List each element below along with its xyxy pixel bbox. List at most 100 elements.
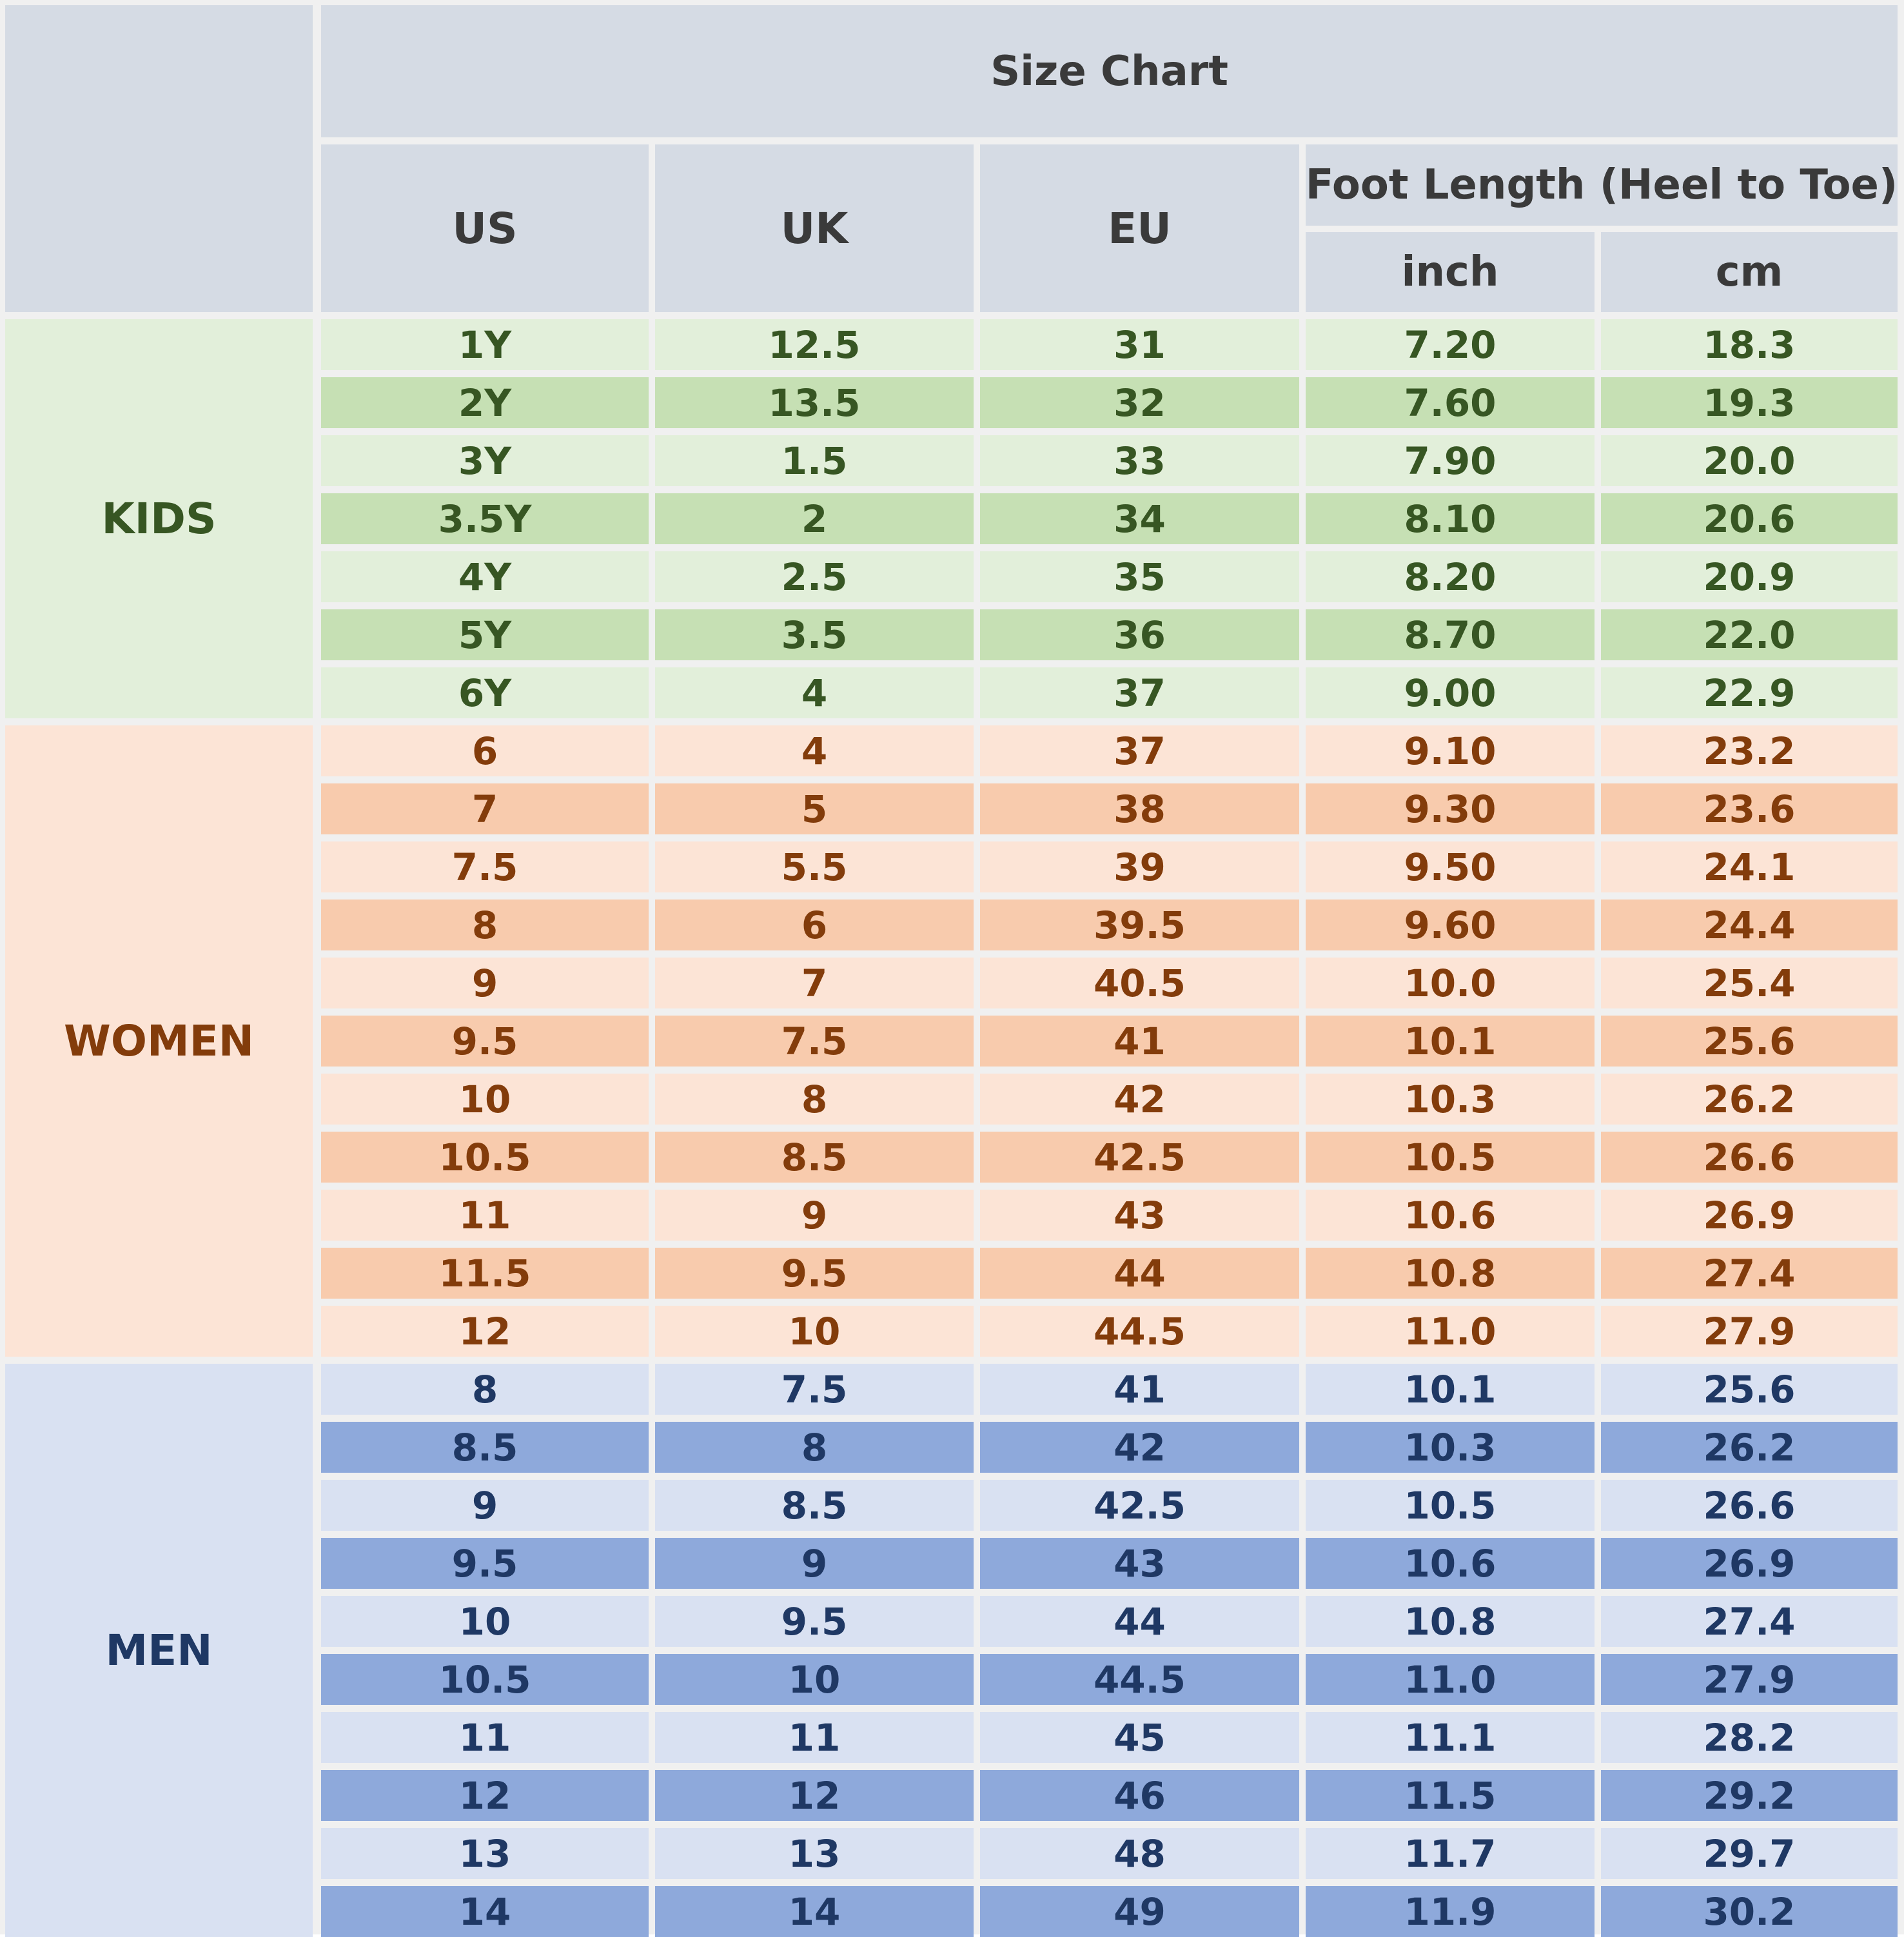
table-cell-inch: 10.8 (1306, 1596, 1595, 1647)
table-cell-cm: 20.0 (1601, 435, 1898, 486)
table-cell-inch: 10.1 (1306, 1016, 1595, 1067)
table-cell-eu: 31 (980, 319, 1299, 370)
table-cell-eu: 44.5 (980, 1306, 1299, 1357)
table-cell-uk: 5.5 (655, 841, 974, 892)
table-cell-us: 11 (321, 1190, 649, 1241)
chart-title: Size Chart (321, 5, 1898, 137)
table-cell-uk: 10 (655, 1306, 974, 1357)
table-cell-uk: 5 (655, 783, 974, 834)
table-cell-cm: 23.6 (1601, 783, 1898, 834)
table-cell-uk: 4 (655, 667, 974, 718)
table-cell-inch: 11.0 (1306, 1654, 1595, 1705)
unit-header-inch: inch (1306, 232, 1595, 312)
table-cell-eu: 41 (980, 1016, 1299, 1067)
table-cell-inch: 9.30 (1306, 783, 1595, 834)
table-cell-inch: 10.6 (1306, 1538, 1595, 1589)
table-cell-eu: 34 (980, 493, 1299, 544)
foot-length-header: Foot Length (Heel to Toe) (1306, 144, 1898, 226)
table-cell-us: 9.5 (321, 1538, 649, 1589)
table-cell-us: 7 (321, 783, 649, 834)
table-cell-cm: 27.9 (1601, 1306, 1898, 1357)
table-cell-inch: 10.5 (1306, 1132, 1595, 1183)
table-cell-inch: 9.60 (1306, 900, 1595, 950)
header-corner (5, 5, 313, 312)
table-cell-inch: 11.0 (1306, 1306, 1595, 1357)
table-cell-cm: 22.0 (1601, 609, 1898, 660)
table-cell-cm: 26.2 (1601, 1422, 1898, 1473)
kids-category-cell: KIDS (5, 319, 313, 718)
table-cell-uk: 1.5 (655, 435, 974, 486)
table-cell-cm: 26.2 (1601, 1074, 1898, 1125)
table-cell-inch: 10.0 (1306, 958, 1595, 1008)
table-cell-eu: 45 (980, 1712, 1299, 1763)
table-cell-inch: 11.5 (1306, 1770, 1595, 1821)
table-cell-cm: 29.2 (1601, 1770, 1898, 1821)
table-cell-cm: 27.9 (1601, 1654, 1898, 1705)
table-cell-uk: 2.5 (655, 551, 974, 602)
unit-header-cm: cm (1601, 232, 1898, 312)
table-cell-cm: 20.6 (1601, 493, 1898, 544)
table-cell-us: 12 (321, 1770, 649, 1821)
table-cell-uk: 13.5 (655, 377, 974, 428)
table-cell-cm: 28.2 (1601, 1712, 1898, 1763)
table-cell-cm: 19.3 (1601, 377, 1898, 428)
table-cell-cm: 26.6 (1601, 1480, 1898, 1531)
table-cell-uk: 8.5 (655, 1132, 974, 1183)
column-header-us: US (321, 144, 649, 312)
table-cell-us: 14 (321, 1886, 649, 1937)
table-cell-uk: 3.5 (655, 609, 974, 660)
table-cell-us: 4Y (321, 551, 649, 602)
table-cell-eu: 37 (980, 725, 1299, 776)
table-cell-inch: 9.10 (1306, 725, 1595, 776)
table-cell-eu: 39.5 (980, 900, 1299, 950)
table-cell-us: 11 (321, 1712, 649, 1763)
table-cell-cm: 30.2 (1601, 1886, 1898, 1937)
table-cell-inch: 9.50 (1306, 841, 1595, 892)
table-cell-inch: 10.1 (1306, 1364, 1595, 1415)
table-cell-inch: 10.6 (1306, 1190, 1595, 1241)
table-cell-us: 10.5 (321, 1132, 649, 1183)
table-cell-eu: 49 (980, 1886, 1299, 1937)
table-cell-us: 6 (321, 725, 649, 776)
table-cell-us: 9 (321, 1480, 649, 1531)
table-cell-uk: 8 (655, 1074, 974, 1125)
table-cell-uk: 11 (655, 1712, 974, 1763)
table-cell-cm: 24.4 (1601, 900, 1898, 950)
table-cell-inch: 10.5 (1306, 1480, 1595, 1531)
table-cell-uk: 4 (655, 725, 974, 776)
kids-category-label: KIDS (101, 494, 217, 544)
table-cell-uk: 9 (655, 1538, 974, 1589)
table-cell-uk: 12.5 (655, 319, 974, 370)
table-cell-uk: 8 (655, 1422, 974, 1473)
table-cell-us: 8.5 (321, 1422, 649, 1473)
table-cell-eu: 32 (980, 377, 1299, 428)
table-cell-inch: 11.7 (1306, 1828, 1595, 1879)
men-category-label: MEN (105, 1626, 213, 1675)
table-cell-us: 7.5 (321, 841, 649, 892)
table-cell-uk: 2 (655, 493, 974, 544)
table-cell-us: 10 (321, 1596, 649, 1647)
table-cell-eu: 42 (980, 1422, 1299, 1473)
table-cell-eu: 36 (980, 609, 1299, 660)
table-cell-us: 3.5Y (321, 493, 649, 544)
table-cell-eu: 40.5 (980, 958, 1299, 1008)
table-cell-inch: 7.60 (1306, 377, 1595, 428)
table-cell-cm: 25.4 (1601, 958, 1898, 1008)
table-cell-us: 2Y (321, 377, 649, 428)
table-cell-us: 8 (321, 900, 649, 950)
table-cell-us: 6Y (321, 667, 649, 718)
table-cell-inch: 7.90 (1306, 435, 1595, 486)
table-cell-uk: 12 (655, 1770, 974, 1821)
table-cell-cm: 20.9 (1601, 551, 1898, 602)
table-cell-cm: 27.4 (1601, 1248, 1898, 1299)
table-cell-cm: 25.6 (1601, 1016, 1898, 1067)
table-cell-uk: 7.5 (655, 1016, 974, 1067)
table-cell-cm: 23.2 (1601, 725, 1898, 776)
table-cell-inch: 8.70 (1306, 609, 1595, 660)
table-cell-eu: 43 (980, 1538, 1299, 1589)
table-cell-inch: 11.1 (1306, 1712, 1595, 1763)
table-cell-uk: 7 (655, 958, 974, 1008)
table-cell-eu: 48 (980, 1828, 1299, 1879)
column-header-eu: EU (980, 144, 1299, 312)
